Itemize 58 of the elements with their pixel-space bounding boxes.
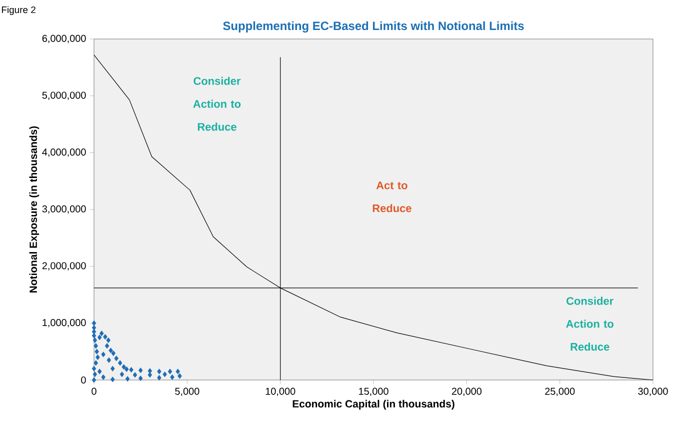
point <box>132 372 138 378</box>
point <box>94 348 99 354</box>
point <box>168 368 172 374</box>
point <box>92 372 98 378</box>
point <box>108 348 113 354</box>
point <box>104 343 110 349</box>
point <box>148 372 152 378</box>
chart-title: Supplementing EC-Based Limits with Notional Limits <box>223 21 524 33</box>
point <box>122 364 126 370</box>
text: Consider Action to Reduce <box>566 296 614 351</box>
point <box>162 372 167 378</box>
y-tick-label: 5,000,000 <box>42 92 86 100</box>
point <box>92 377 96 383</box>
x-axis-title: Economic Capital (in thousands) <box>292 400 454 410</box>
point <box>92 366 96 372</box>
point <box>103 334 108 340</box>
point <box>138 368 143 374</box>
point <box>92 337 98 344</box>
y-tick-label: 2,000,000 <box>42 262 86 270</box>
point <box>94 360 98 366</box>
point <box>118 360 122 366</box>
x-tick-label: 25,000 <box>545 388 575 396</box>
point <box>120 372 124 378</box>
point <box>94 343 98 349</box>
point <box>124 366 129 372</box>
y-tick-label: 0 <box>81 376 86 384</box>
text: Consider Action to Reduce <box>193 76 241 131</box>
point <box>99 330 104 336</box>
y-tick-label: 6,000,000 <box>42 34 86 44</box>
point <box>157 368 162 374</box>
point <box>101 374 106 380</box>
caption: Figure 2 <box>2 6 36 16</box>
x-tick-label: 0 <box>92 388 96 395</box>
y-axis-title: Notional Exposure (in thousands) <box>29 126 40 292</box>
x-tick-label: 15,000 <box>359 388 388 396</box>
x-tick-label: 5,000 <box>175 388 200 396</box>
y-tick-label: 1,000,000 <box>42 319 86 328</box>
point <box>97 368 102 374</box>
x-tick-label: 30,000 <box>638 388 668 396</box>
point <box>114 356 119 362</box>
x-tick-label: 10,000 <box>266 388 296 396</box>
text: Act to Reduce <box>372 182 412 212</box>
point <box>138 376 143 382</box>
y-tick-label: 3,000,000 <box>42 205 86 214</box>
point <box>92 320 96 326</box>
point <box>176 368 180 374</box>
point <box>97 334 102 340</box>
line-series <box>94 54 654 380</box>
point <box>110 366 115 372</box>
point <box>111 350 116 356</box>
point <box>170 374 174 380</box>
x-tick-label: 20,000 <box>452 388 482 396</box>
point <box>178 373 182 379</box>
point <box>125 376 130 382</box>
point <box>106 357 112 363</box>
point <box>110 376 115 382</box>
point <box>101 352 106 358</box>
y-tick-label: 4,000,000 <box>42 148 86 157</box>
